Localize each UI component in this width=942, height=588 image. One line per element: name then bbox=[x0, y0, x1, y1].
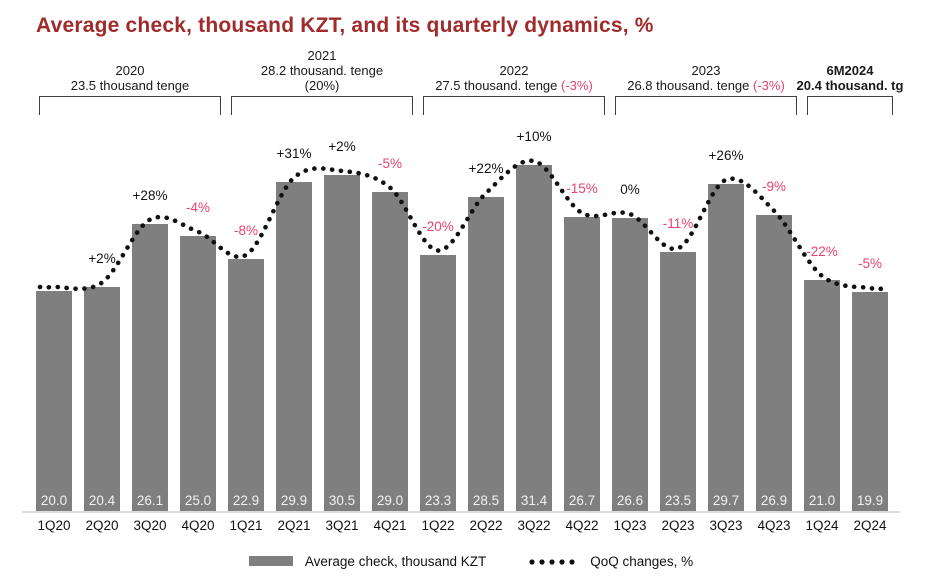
qoq-pct-label-3Q21: +2% bbox=[328, 138, 356, 154]
bar-value-label: 20.0 bbox=[40, 493, 68, 508]
bar-3Q20: 26.1 bbox=[132, 223, 168, 512]
bar-value-label: 23.5 bbox=[664, 492, 692, 508]
year-group-header-6M2024: 6M2024 20.4 thousand. tg bbox=[730, 63, 942, 93]
bar-1Q24: 21.0 bbox=[804, 279, 840, 512]
x-axis-tick-1Q20: 1Q20 bbox=[37, 518, 71, 533]
bar-value-label: 20.4 bbox=[88, 492, 116, 508]
qoq-pct-label-3Q23: +26% bbox=[708, 147, 744, 163]
year-label: 6M2024 bbox=[826, 63, 874, 78]
x-axis-tick-4Q20: 4Q20 bbox=[181, 518, 215, 533]
year-group-header-2023: 2023 26.8 thousand. tenge (-3%) bbox=[586, 63, 826, 93]
chart-title: Average check, thousand KZT, and its qua… bbox=[36, 14, 654, 37]
year-group-header-2020: 2020 23.5 thousand tenge bbox=[10, 63, 250, 93]
bar-value-label: 25.0 bbox=[184, 493, 212, 508]
bar-3Q23: 29.7 bbox=[708, 183, 744, 512]
year-bracket-2021 bbox=[231, 96, 413, 115]
x-axis-tick-1Q23: 1Q23 bbox=[613, 518, 647, 533]
qoq-pct-label-1Q22: -20% bbox=[422, 218, 454, 234]
year-bracket-2020 bbox=[39, 96, 221, 115]
x-axis-tick-4Q21: 4Q21 bbox=[373, 518, 407, 533]
x-axis-tick-2Q23: 2Q23 bbox=[661, 518, 695, 533]
qoq-pct-label-3Q22: +10% bbox=[516, 129, 552, 145]
bar-value-label: 29.9 bbox=[280, 492, 308, 508]
bar-value-label: 26.9 bbox=[760, 492, 788, 508]
qoq-pct-label-4Q21: -5% bbox=[377, 155, 402, 171]
bar-value-label: 31.4 bbox=[520, 492, 548, 508]
bar-2Q20: 20.4 bbox=[84, 286, 120, 512]
legend: Average check, thousand KZT QoQ changes,… bbox=[0, 551, 942, 571]
bar-value-label: 28.5 bbox=[472, 492, 500, 508]
x-axis-tick-1Q22: 1Q22 bbox=[421, 518, 455, 533]
bar-2Q22: 28.5 bbox=[468, 197, 504, 512]
year-group-header-2022: 2022 27.5 thousand. tenge (-3%) bbox=[394, 63, 634, 93]
x-axis-tick-3Q21: 3Q21 bbox=[325, 518, 359, 533]
year-value-label: 26.8 thousand. tenge (-3%) bbox=[627, 78, 785, 93]
qoq-pct-label-2Q23: -11% bbox=[662, 216, 694, 232]
bar-value-label: 23.3 bbox=[424, 492, 452, 508]
qoq-pct-label-2Q24: -5% bbox=[857, 256, 882, 272]
x-axis-tick-3Q22: 3Q22 bbox=[517, 518, 551, 533]
bar-value-label: 29.7 bbox=[712, 492, 740, 508]
bar-2Q21: 29.9 bbox=[276, 181, 312, 512]
x-axis-tick-2Q24: 2Q24 bbox=[853, 518, 887, 533]
year-label: 2020 bbox=[115, 63, 145, 78]
x-axis-tick-2Q20: 2Q20 bbox=[85, 518, 119, 533]
year-change-label: (-3%) bbox=[557, 78, 593, 93]
bar-4Q21: 29.0 bbox=[372, 191, 408, 512]
bar-value-label: 22.9 bbox=[232, 492, 260, 508]
year-change-label: (-3%) bbox=[749, 78, 785, 93]
x-axis-tick-2Q22: 2Q22 bbox=[469, 518, 503, 533]
x-axis-tick-3Q20: 3Q20 bbox=[133, 518, 167, 533]
bar-4Q22: 26.7 bbox=[564, 216, 600, 512]
qoq-pct-label-1Q23: 0% bbox=[620, 182, 640, 198]
bar-value-label: 30.5 bbox=[328, 492, 356, 508]
legend-bar-swatch bbox=[248, 556, 293, 566]
x-axis-tick-2Q21: 2Q21 bbox=[277, 518, 311, 533]
bar-4Q20: 25.0 bbox=[180, 235, 216, 512]
bar-3Q22: 31.4 bbox=[516, 165, 552, 512]
bar-2Q23: 23.5 bbox=[660, 252, 696, 512]
year-bracket-6M2024 bbox=[807, 96, 893, 115]
year-group-header-2021: 2021 28.2 thousand. tenge (20%) bbox=[202, 48, 442, 93]
bar-2Q24: 19.9 bbox=[852, 292, 888, 512]
year-value-label: 27.5 thousand. tenge (-3%) bbox=[435, 78, 593, 93]
year-value-label: 23.5 thousand tenge bbox=[70, 78, 190, 93]
bar-4Q23: 26.9 bbox=[756, 214, 792, 512]
x-axis-baseline bbox=[22, 511, 900, 513]
legend-bar-label: Average check, thousand KZT bbox=[304, 553, 487, 569]
year-value-label: 28.2 thousand. tenge bbox=[260, 63, 384, 78]
qoq-pct-label-2Q22: +22% bbox=[468, 161, 504, 177]
qoq-pct-label-2Q20: +2% bbox=[88, 250, 116, 266]
year-label: 2021 bbox=[307, 48, 337, 63]
bar-value-label: 19.9 bbox=[856, 492, 884, 508]
bar-1Q21: 22.9 bbox=[228, 258, 264, 512]
qoq-pct-label-4Q23: -9% bbox=[761, 178, 786, 194]
year-bracket-2023 bbox=[615, 96, 797, 115]
bar-3Q21: 30.5 bbox=[324, 174, 360, 512]
bar-1Q20: 20.0 bbox=[36, 291, 72, 512]
qoq-pct-label-4Q20: -4% bbox=[185, 199, 210, 215]
x-axis-tick-1Q24: 1Q24 bbox=[805, 518, 839, 533]
bar-value-label: 26.6 bbox=[616, 492, 644, 508]
legend-line-label: QoQ changes, % bbox=[590, 553, 694, 569]
x-axis-tick-3Q23: 3Q23 bbox=[709, 518, 743, 533]
year-label: 2022 bbox=[499, 63, 529, 78]
x-axis-tick-4Q23: 4Q23 bbox=[757, 518, 791, 533]
x-axis-tick-4Q22: 4Q22 bbox=[565, 518, 599, 533]
bar-1Q22: 23.3 bbox=[420, 254, 456, 512]
x-axis-tick-1Q21: 1Q21 bbox=[229, 518, 263, 533]
year-value-label: 20.4 thousand. tg bbox=[796, 78, 904, 93]
bar-value-label: 29.0 bbox=[376, 492, 404, 508]
bar-value-label: 26.1 bbox=[136, 492, 164, 508]
qoq-pct-label-1Q21: -8% bbox=[233, 222, 258, 238]
qoq-pct-label-2Q21: +31% bbox=[276, 145, 312, 161]
year-bracket-2022 bbox=[423, 96, 605, 115]
bar-value-label: 26.7 bbox=[568, 492, 596, 508]
year-change-label: (20%) bbox=[304, 78, 340, 93]
bar-value-label: 21.0 bbox=[808, 492, 836, 508]
dotted-line-icon bbox=[528, 554, 578, 569]
bar-1Q23: 26.6 bbox=[612, 218, 648, 512]
year-label: 2023 bbox=[691, 63, 721, 78]
